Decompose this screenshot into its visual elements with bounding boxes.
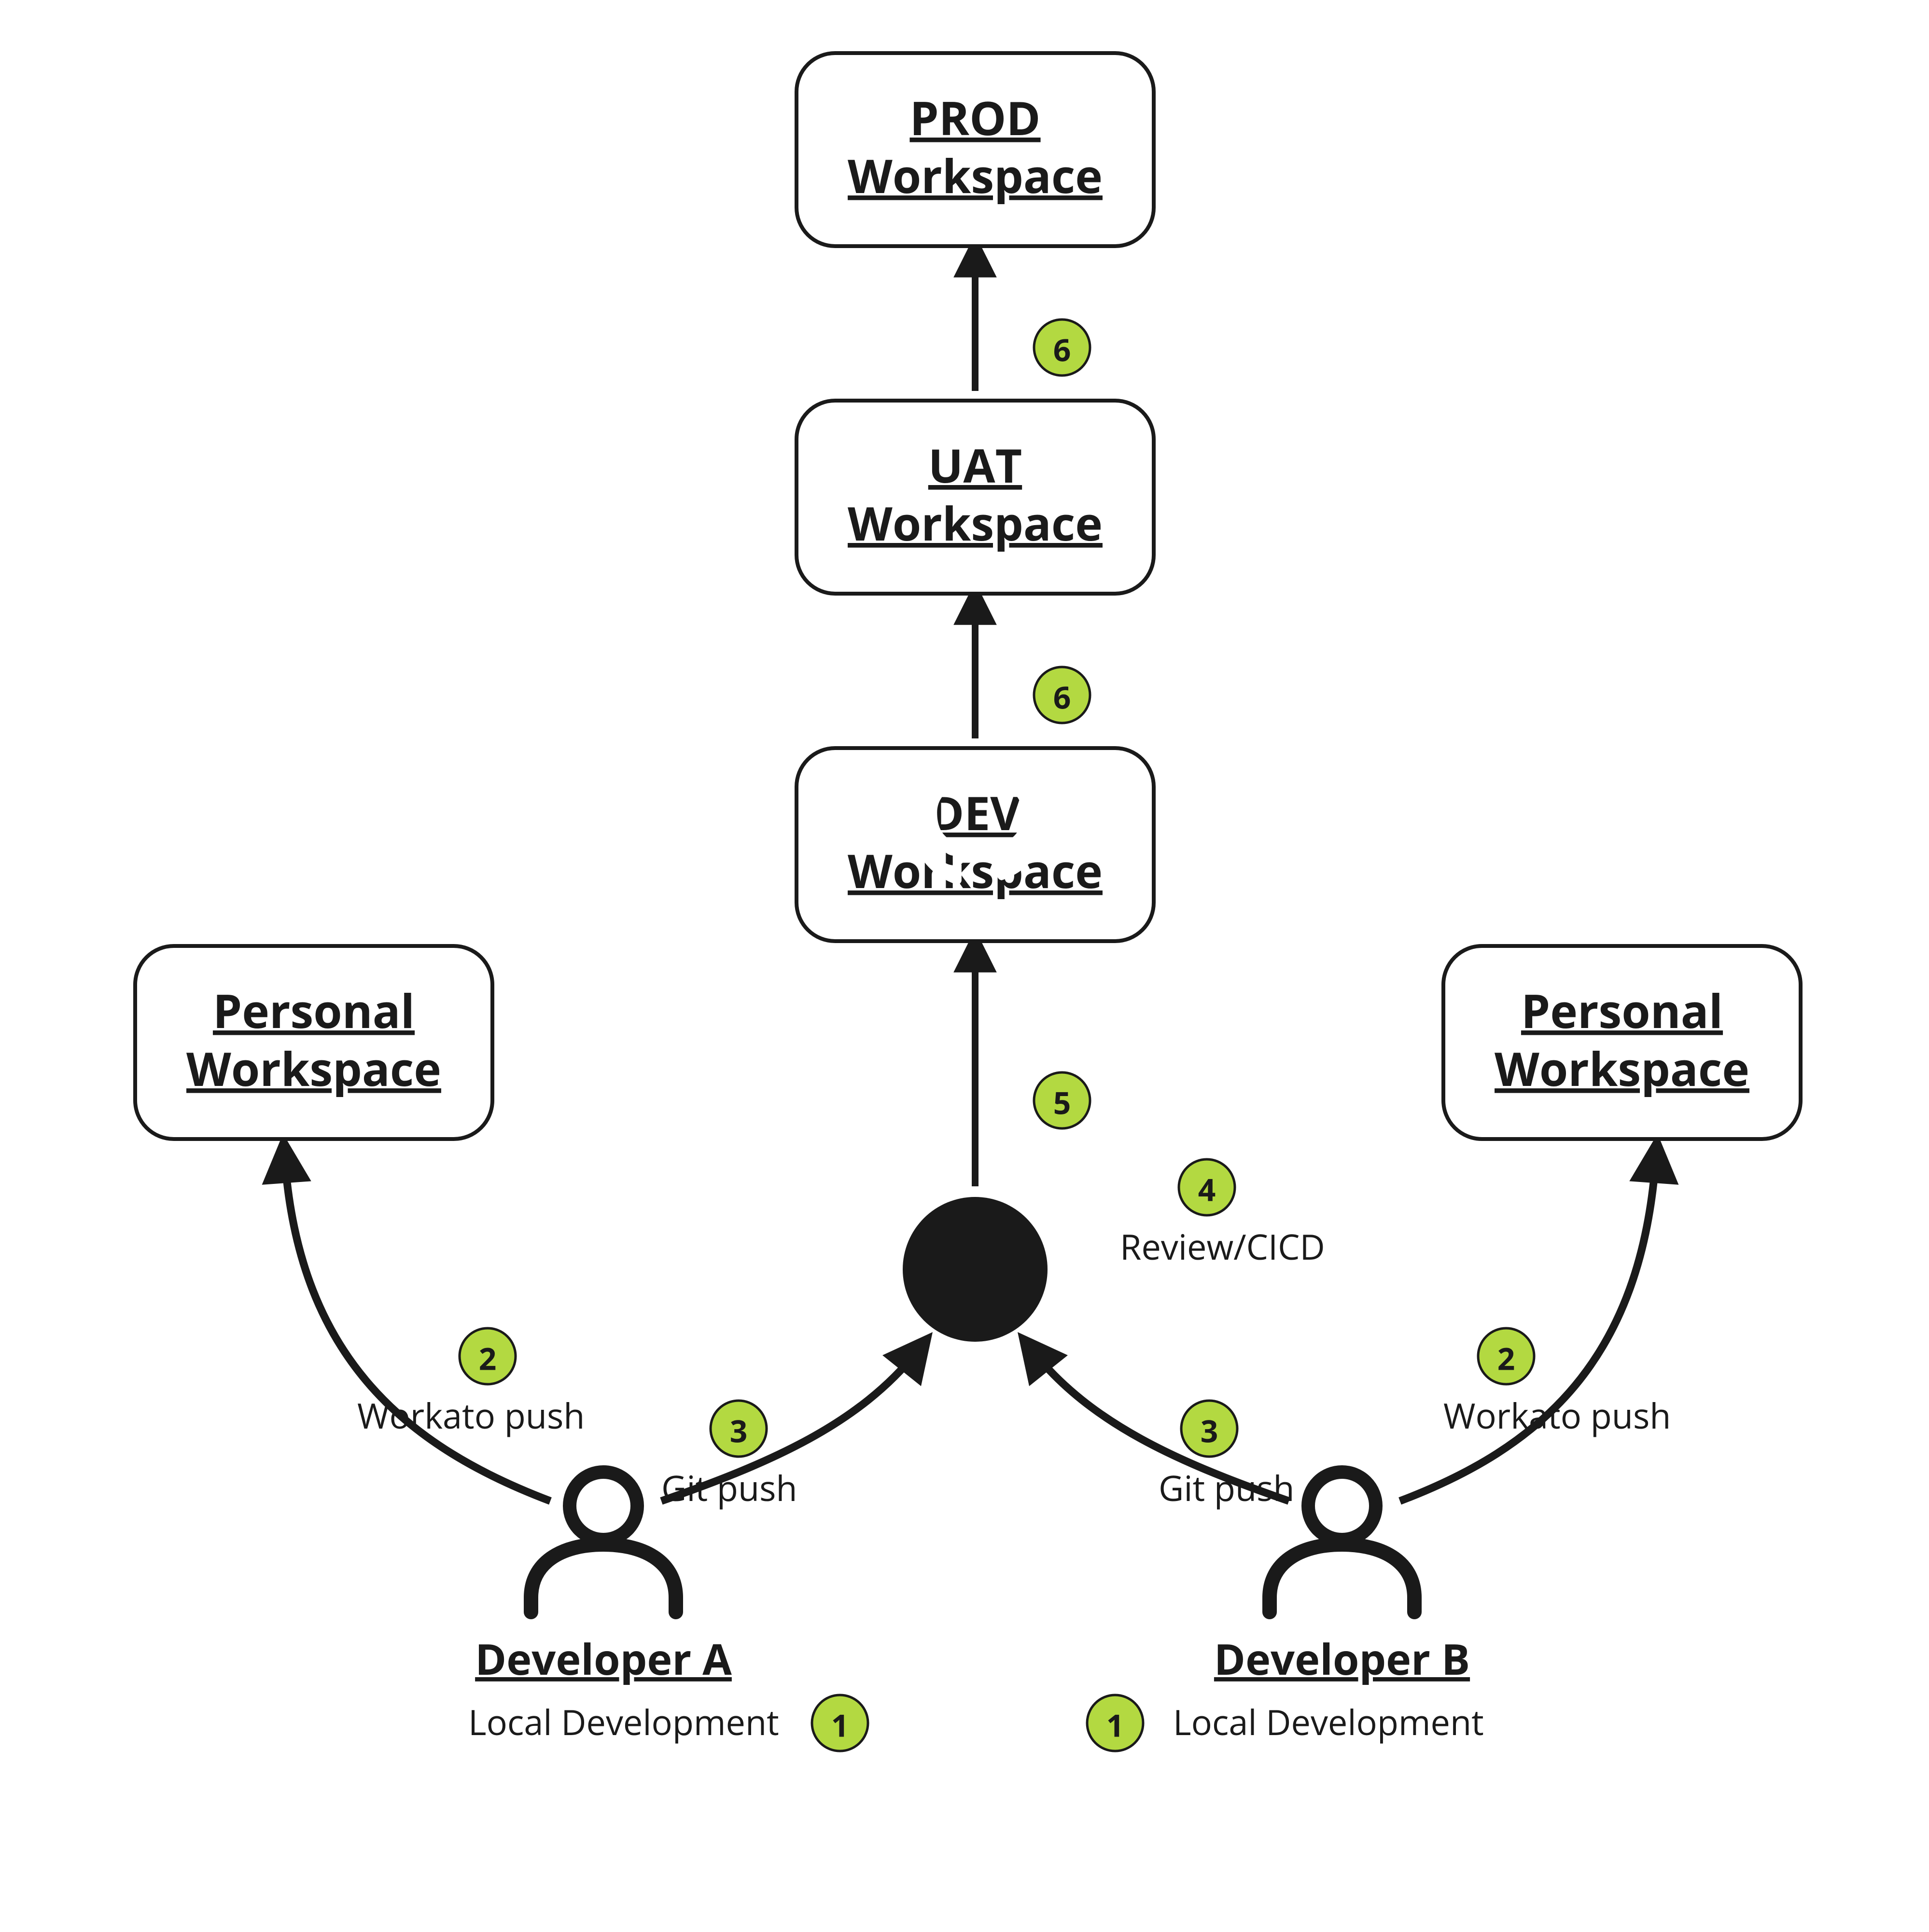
badge-2b-number: 2 <box>1497 1337 1515 1379</box>
label-git_push_b: Git push <box>1159 1464 1295 1512</box>
badge-6a: 6 <box>1034 667 1090 723</box>
uat-workspace-box: UATWorkspace <box>797 401 1154 594</box>
badge-3b-number: 3 <box>1201 1410 1218 1452</box>
prod-line2: Workspace <box>848 144 1103 207</box>
workflow-diagram: PRODWorkspaceUATWorkspaceDEVWorkspacePer… <box>0 0 1929 1932</box>
workspace-nodes: PRODWorkspaceUATWorkspaceDEVWorkspacePer… <box>135 53 1801 1139</box>
developer-a-label: Developer A <box>475 1629 732 1687</box>
badge-3b: 3 <box>1181 1401 1237 1457</box>
badge-4: 4 <box>1179 1159 1235 1215</box>
label-local_dev_b: Local Development <box>1173 1698 1484 1746</box>
badge-6a-number: 6 <box>1053 676 1071 718</box>
badge-5: 5 <box>1034 1072 1090 1128</box>
label-local_dev_a: Local Development <box>468 1698 779 1746</box>
personal_b-workspace-box: PersonalWorkspace <box>1443 946 1801 1139</box>
badge-2b: 2 <box>1478 1328 1534 1384</box>
badge-1a: 1 <box>812 1695 868 1751</box>
developer-b-label: Developer B <box>1214 1629 1470 1687</box>
badge-3a-number: 3 <box>730 1410 748 1452</box>
badge-1b: 1 <box>1087 1695 1143 1751</box>
badge-4-number: 4 <box>1198 1168 1216 1210</box>
personal_a-line1: Personal <box>213 979 415 1042</box>
badge-5-number: 5 <box>1053 1082 1071 1124</box>
prod-workspace-box: PRODWorkspace <box>797 53 1154 246</box>
arrow-b_to_personal <box>1400 1158 1656 1501</box>
uat-line1: UAT <box>928 433 1022 497</box>
arrow-a_to_personal <box>285 1158 550 1501</box>
dev-line2: Workspace <box>848 839 1103 902</box>
label-review_cicd: Review/CICD <box>1120 1223 1325 1270</box>
badge-6b-number: 6 <box>1053 329 1071 371</box>
badge-2a: 2 <box>460 1328 516 1384</box>
badge-1b-number: 1 <box>1106 1704 1124 1746</box>
badge-1a-number: 1 <box>831 1704 849 1746</box>
badge-6b: 6 <box>1034 320 1090 375</box>
personal_b-line1: Personal <box>1521 979 1723 1042</box>
badge-3a: 3 <box>711 1401 767 1457</box>
prod-line1: PROD <box>909 86 1040 149</box>
label-workato_push_a: Workato push <box>357 1392 585 1439</box>
developer-a-icon <box>531 1472 676 1612</box>
uat-line2: Workspace <box>848 491 1103 555</box>
personal_a-line2: Workspace <box>186 1037 441 1100</box>
badge-2a-number: 2 <box>479 1337 497 1379</box>
personal_b-line2: Workspace <box>1495 1037 1749 1100</box>
personal_a-workspace-box: PersonalWorkspace <box>135 946 492 1139</box>
label-git_push_a: Git push <box>661 1464 797 1512</box>
label-workato_push_b: Workato push <box>1443 1392 1671 1439</box>
developer-icons: Developer A Developer B <box>475 1472 1470 1687</box>
